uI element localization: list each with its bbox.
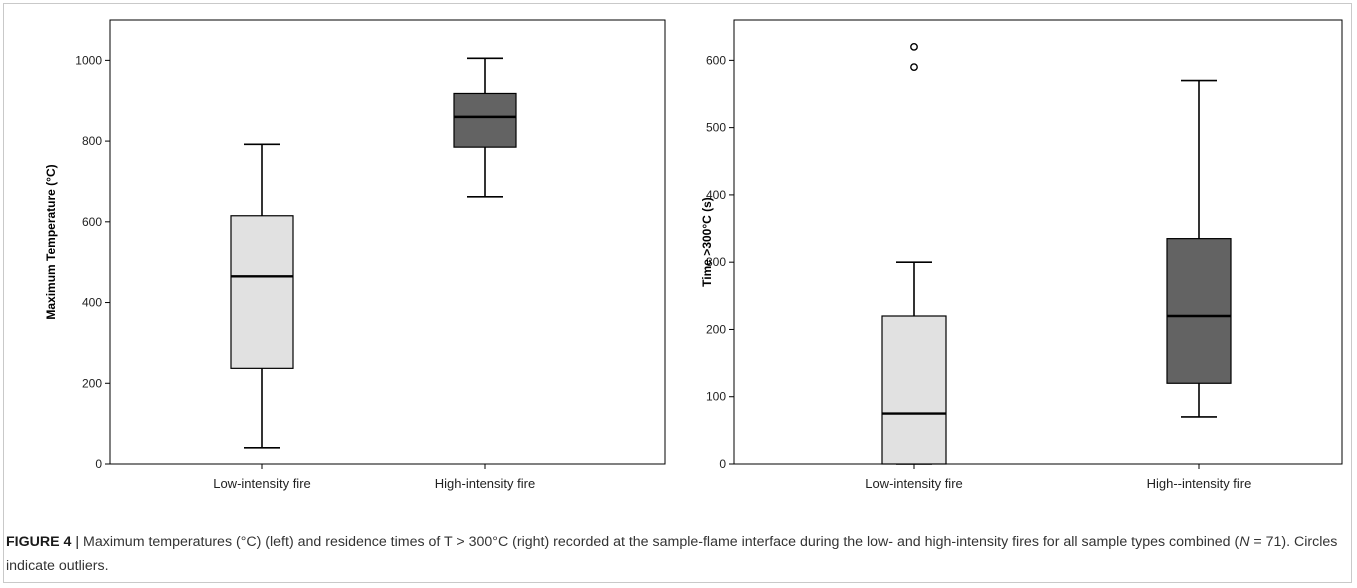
x-category-label: High--intensity fire <box>1147 476 1252 491</box>
y-tick-label: 400 <box>706 188 726 202</box>
plot-frame <box>733 19 1343 465</box>
max-temperature-chart: 0 200 400 600 800 1000 Maximum Temperature (°C… <box>44 19 666 491</box>
box-low-intensity <box>230 143 294 449</box>
y-tick-label: 600 <box>706 53 726 67</box>
caption-separator: | <box>75 534 80 550</box>
y-tick-label: 100 <box>706 390 726 404</box>
box-high-intensity <box>453 57 517 198</box>
x-category-label: Low-intensity fire <box>213 476 311 491</box>
figure-caption: FIGURE 4 | Maximum temperatures (°C) (le… <box>6 530 1346 578</box>
x-category-label: High-intensity fire <box>435 476 535 491</box>
y-tick-label: 800 <box>82 134 102 148</box>
iqr-box <box>230 215 294 369</box>
y-tick-label: 300 <box>706 255 726 269</box>
iqr-box <box>1166 238 1232 384</box>
outlier-point <box>910 63 918 71</box>
figure-label: FIGURE 4 <box>6 534 72 550</box>
y-tick-label: 500 <box>706 121 726 135</box>
y-tick-label: 400 <box>82 296 102 310</box>
y-tick-label: 200 <box>706 322 726 336</box>
caption-n-symbol: N <box>1239 534 1250 550</box>
y-axis-title: Maximum Temperature (°C) <box>44 164 58 319</box>
y-tick-label: 1000 <box>75 53 102 67</box>
box-low-intensity <box>881 43 947 465</box>
caption-text: Maximum temperatures (°C) (left) and res… <box>83 534 1240 550</box>
x-category-label: Low-intensity fire <box>865 476 963 491</box>
residence-time-chart: 0 100 200 300 400 500 600 Time >300°C (s) Low-in… <box>700 19 1343 491</box>
y-tick-label: 0 <box>95 457 102 471</box>
box-high-intensity <box>1166 79 1232 418</box>
y-tick-label: 600 <box>82 215 102 229</box>
plot-frame <box>109 19 666 465</box>
y-tick-label: 0 <box>719 457 726 471</box>
y-tick-label: 200 <box>82 376 102 390</box>
iqr-box <box>881 315 947 465</box>
y-axis-title: Time >300°C (s) <box>700 197 714 287</box>
outlier-point <box>910 43 918 51</box>
iqr-box <box>453 92 517 148</box>
figure-frame <box>3 3 1352 583</box>
caption-text-end: = 71). Circles indicate outliers. <box>6 534 1338 574</box>
